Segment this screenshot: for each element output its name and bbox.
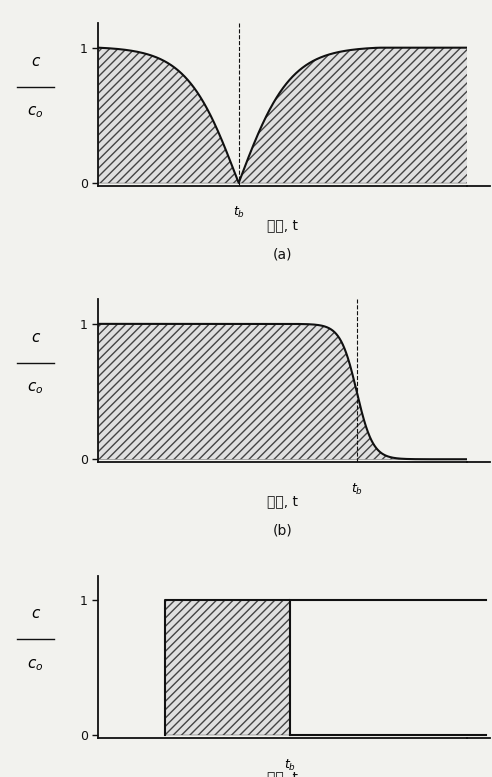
- Polygon shape: [165, 600, 290, 736]
- Text: (b): (b): [273, 524, 293, 538]
- Text: $c$: $c$: [31, 330, 41, 345]
- Text: $t_b$: $t_b$: [233, 205, 245, 221]
- Text: 시간, t: 시간, t: [267, 771, 299, 777]
- Text: $t_b$: $t_b$: [284, 758, 296, 773]
- Text: $c_o$: $c_o$: [28, 657, 44, 673]
- Text: $c$: $c$: [31, 54, 41, 69]
- Text: 시간, t: 시간, t: [267, 494, 299, 508]
- Text: (a): (a): [273, 248, 293, 262]
- Text: $c$: $c$: [31, 606, 41, 621]
- Text: $c_o$: $c_o$: [28, 381, 44, 396]
- Text: 시간, t: 시간, t: [267, 218, 299, 232]
- Text: $c_o$: $c_o$: [28, 105, 44, 120]
- Text: $t_b$: $t_b$: [351, 482, 363, 497]
